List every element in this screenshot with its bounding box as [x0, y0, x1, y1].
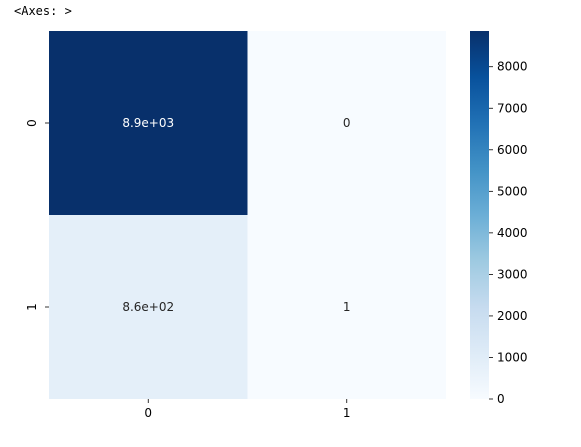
heatmap-cell-0-1 — [247, 31, 446, 215]
colorbar-tick-label-7: 7000 — [497, 101, 528, 115]
heatmap-cell-0-0 — [49, 31, 248, 215]
colorbar-tick-label-4: 4000 — [497, 226, 528, 240]
colorbar-tick-label-5: 5000 — [497, 184, 528, 198]
y-tick-label-0: 0 — [25, 119, 39, 127]
heatmap-annotations: 8.9e+03 0 8.6e+02 1 — [122, 116, 350, 314]
cell-annotation-1-0: 8.6e+02 — [122, 300, 174, 314]
heatmap-cell-1-0 — [49, 215, 248, 399]
cell-annotation-0-0: 8.9e+03 — [122, 116, 174, 130]
heatmap-cells — [49, 31, 446, 399]
axes-repr-text: <Axes: > — [14, 4, 72, 18]
colorbar-tick-label-8: 8000 — [497, 60, 528, 74]
cell-annotation-1-1: 1 — [343, 300, 351, 314]
colorbar-tick-label-2: 2000 — [497, 309, 528, 323]
y-axis: 01 — [25, 119, 49, 311]
colorbar-tick-label-0: 0 — [497, 392, 505, 406]
y-tick-label-1: 1 — [25, 303, 39, 311]
colorbar-ticks: 0 1000 2000 3000 4000 5000 6000 7000 8000 — [489, 60, 528, 406]
colorbar-tick-label-6: 6000 — [497, 143, 528, 157]
colorbar-tick-label-3: 3000 — [497, 267, 528, 281]
colorbar — [470, 31, 489, 399]
cell-annotation-0-1: 0 — [343, 116, 351, 130]
heatmap-cell-1-1 — [247, 215, 446, 399]
x-tick-label-0: 0 — [144, 406, 152, 420]
x-tick-label-1: 1 — [343, 406, 351, 420]
colorbar-tick-label-1: 1000 — [497, 350, 528, 364]
